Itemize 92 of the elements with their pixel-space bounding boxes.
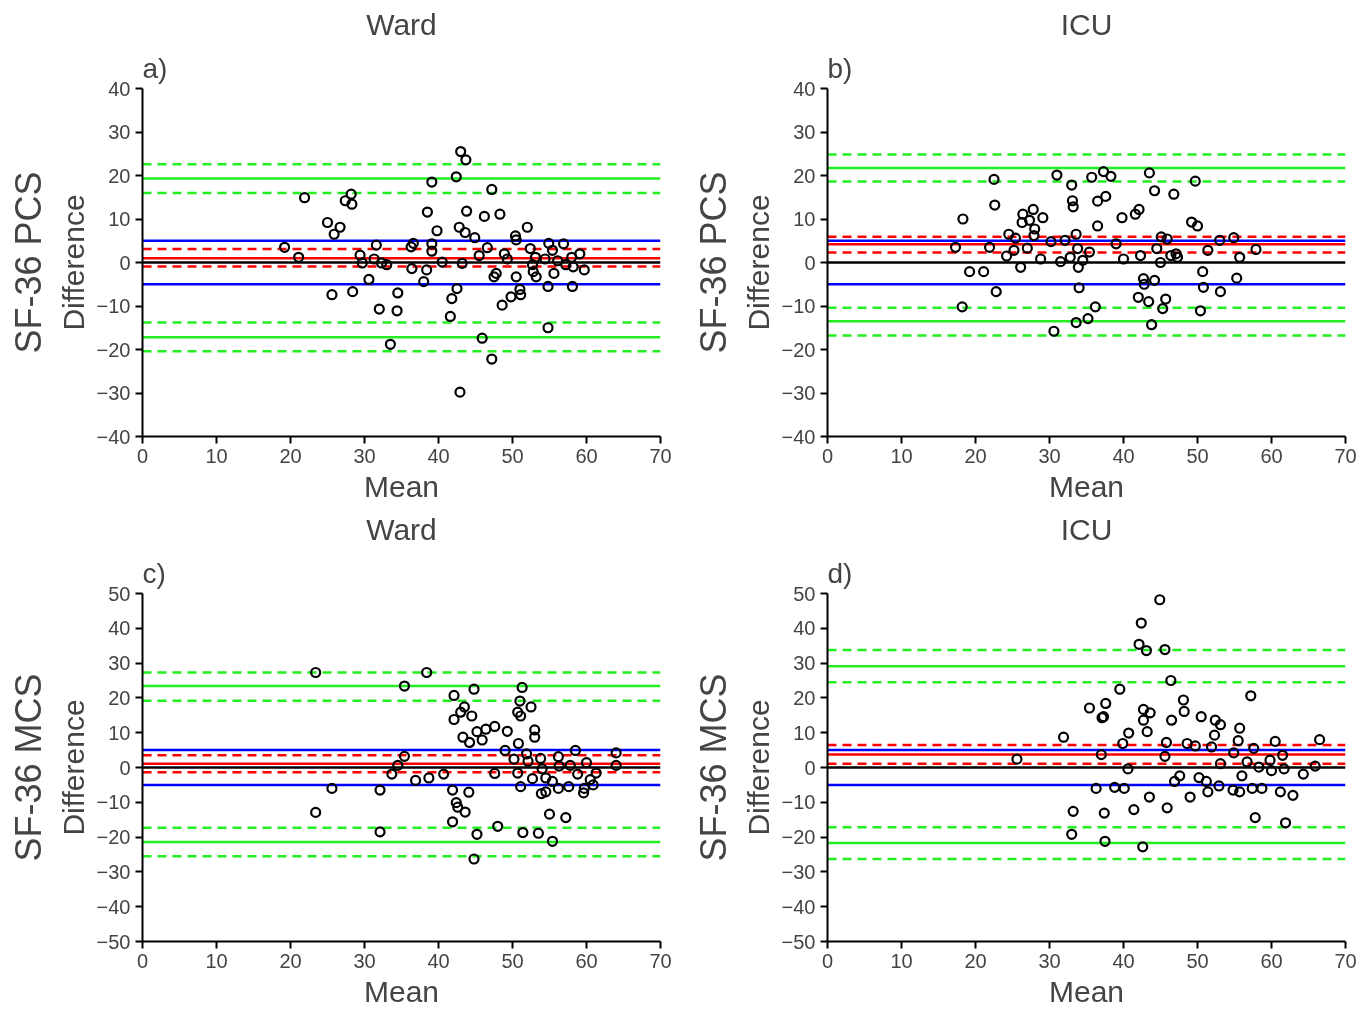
text: SF-36 MCS	[692, 673, 734, 862]
y-tick-label: 30	[108, 121, 131, 143]
x-tick-label: 0	[821, 444, 834, 467]
y-tick-label: 10	[793, 721, 816, 744]
y-tick-label: 40	[108, 617, 131, 640]
y-tick-label: 0	[119, 251, 131, 274]
y-tick-label: −40	[96, 895, 131, 918]
x-tick-label: 70	[1334, 949, 1357, 972]
y-tick-label: −40	[781, 425, 816, 448]
x-tick-label: 30	[353, 949, 376, 972]
y-tick-label: −30	[96, 860, 131, 883]
y-axis-title: Difference	[56, 699, 90, 836]
x-tick-label: 20	[279, 444, 302, 467]
x-tick-label: 10	[890, 949, 913, 972]
text: b)	[827, 52, 853, 84]
chart-title: ICU	[1060, 7, 1113, 41]
chart-title: ICU	[1060, 512, 1113, 546]
y-tick-label: −30	[781, 382, 816, 404]
y-tick-label: 20	[793, 164, 816, 187]
x-tick-label: 50	[501, 444, 524, 467]
y-tick-label: 40	[793, 617, 816, 640]
y-tick-label: 10	[108, 208, 131, 230]
y-tick-label: −10	[781, 791, 816, 814]
y-tick-label: 0	[804, 251, 816, 274]
y-tick-label: 50	[108, 582, 131, 605]
y-axis-title: Difference	[56, 194, 90, 331]
x-tick-label: 10	[890, 444, 913, 467]
y-tick-label: −20	[96, 826, 131, 849]
y-tick-label: −30	[781, 860, 816, 883]
y-tick-label: 0	[804, 756, 816, 779]
chart-title: Ward	[366, 7, 437, 41]
y-tick-label: 30	[108, 652, 131, 675]
text: SF-36 PCS	[692, 171, 734, 354]
y-tick-label: 20	[793, 686, 816, 709]
y-tick-label: 40	[108, 77, 131, 100]
x-tick-label: 60	[1260, 444, 1283, 467]
x-tick-label: 10	[205, 949, 228, 972]
x-axis-title: Mean	[363, 974, 440, 1008]
x-axis-title: Mean	[1048, 974, 1125, 1008]
y-tick-label: 30	[793, 652, 816, 675]
y-tick-label: −10	[96, 791, 131, 814]
text: a)	[142, 52, 168, 84]
y-tick-label: −50	[96, 930, 131, 953]
x-tick-label: 20	[279, 949, 302, 972]
x-tick-label: 30	[1038, 444, 1061, 467]
x-tick-label: 70	[649, 949, 672, 972]
x-tick-label: 0	[136, 949, 149, 972]
y-tick-label: −20	[96, 338, 131, 361]
y-tick-label: 50	[793, 582, 816, 605]
x-tick-label: 10	[205, 444, 228, 467]
x-tick-label: 50	[1186, 949, 1209, 972]
y-tick-label: −10	[96, 295, 131, 317]
text: d)	[827, 557, 853, 589]
y-tick-label: 20	[108, 686, 131, 709]
x-tick-label: 20	[964, 949, 987, 972]
y-tick-label: −20	[781, 338, 816, 361]
y-axis-title: Difference	[741, 194, 775, 331]
x-axis-title: Mean	[363, 469, 440, 503]
x-tick-label: 60	[575, 444, 598, 467]
x-tick-label: 40	[1112, 444, 1135, 467]
x-axis-title: Mean	[1048, 469, 1125, 503]
y-tick-label: 0	[119, 756, 131, 779]
y-tick-label: −20	[781, 826, 816, 849]
y-tick-label: 20	[108, 164, 131, 187]
x-tick-label: 70	[649, 444, 672, 467]
x-tick-label: 50	[1186, 444, 1209, 467]
y-tick-label: −40	[781, 895, 816, 918]
y-tick-label: −10	[781, 295, 816, 317]
y-tick-label: −30	[96, 382, 131, 404]
x-tick-label: 50	[501, 949, 524, 972]
x-tick-label: 0	[821, 949, 834, 972]
y-tick-label: 10	[793, 208, 816, 230]
x-tick-label: 40	[1112, 949, 1135, 972]
text: c)	[142, 557, 166, 589]
y-axis-title: Difference	[741, 699, 775, 836]
x-tick-label: 30	[353, 444, 376, 467]
y-tick-label: −50	[781, 930, 816, 953]
text: SF-36 PCS	[7, 171, 49, 354]
x-tick-label: 40	[427, 444, 450, 467]
y-tick-label: 40	[793, 77, 816, 100]
x-tick-label: 60	[1260, 949, 1283, 972]
text: SF-36 MCS	[7, 673, 49, 862]
x-tick-label: 0	[136, 444, 149, 467]
x-tick-label: 20	[964, 444, 987, 467]
x-tick-label: 30	[1038, 949, 1061, 972]
chart-title: Ward	[366, 512, 437, 546]
y-tick-label: −40	[96, 425, 131, 448]
y-tick-label: 10	[108, 721, 131, 744]
x-tick-label: 40	[427, 949, 450, 972]
x-tick-label: 70	[1334, 444, 1357, 467]
y-tick-label: 30	[793, 121, 816, 143]
x-tick-label: 60	[575, 949, 598, 972]
